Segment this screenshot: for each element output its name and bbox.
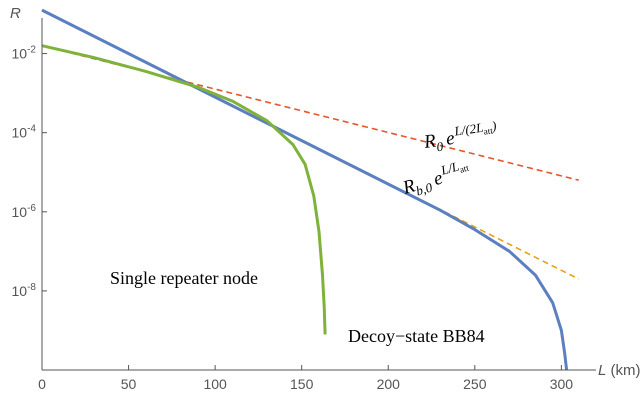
y-tick-label: 10-4 [12, 124, 37, 141]
series-layer [41, 8, 580, 371]
annotation-decoy-bb84: Decoy−state BB84 [348, 326, 485, 346]
x-ticks: 0 50 100 150 200 250 300 [38, 365, 573, 392]
formula-r0: R0eL/(2Latt) [421, 118, 499, 156]
svg-text:Rb,0eL/Latt: Rb,0eL/Latt [399, 156, 474, 202]
formula-r0-base: R [422, 130, 438, 153]
y-tick-base: 10 [12, 204, 28, 220]
formula-r0-sub: 0 [436, 138, 445, 154]
annotation-single-repeater: Single repeater node [110, 268, 258, 288]
y-tick-label: 10-2 [12, 45, 37, 62]
formula-r0-expsub: att [483, 125, 494, 136]
y-axis-title: R [10, 5, 21, 22]
x-axis-unit: (km) [606, 362, 640, 379]
formula-rb0: Rb,0eL/Latt [399, 156, 474, 202]
x-tick-label: 200 [377, 376, 401, 392]
y-tick-exponent: -6 [27, 203, 36, 214]
x-tick-label: 50 [121, 376, 137, 392]
formula-rb0-sub: b,0 [414, 179, 434, 198]
y-tick-base: 10 [12, 283, 28, 299]
svg-text:R0eL/(2Latt): R0eL/(2Latt) [421, 118, 499, 156]
y-tick-exponent: -8 [27, 282, 36, 293]
y-tick-base: 10 [12, 125, 28, 141]
y-tick-label: 10-8 [12, 282, 37, 299]
y-tick-base: 10 [12, 46, 28, 62]
formula-rb0-exp: L/L [438, 158, 460, 178]
x-tick-label: 0 [38, 376, 46, 392]
formula-r0-exp: L/(2L [452, 120, 484, 139]
formula-r0-close: ) [490, 118, 497, 134]
y-tick-label: 10-6 [12, 203, 37, 220]
x-tick-label: 150 [290, 376, 314, 392]
x-axis-variable: L [598, 362, 606, 379]
series-decoy-bb84 [41, 8, 569, 371]
series-single-repeater [41, 44, 327, 335]
x-tick-label: 100 [203, 376, 227, 392]
y-tick-exponent: -2 [27, 45, 36, 56]
formula-rb0-expsub: att [458, 163, 470, 175]
x-tick-label: 300 [550, 376, 574, 392]
y-ticks: 10-210-410-610-8 [12, 45, 47, 299]
formula-r0-e: e [445, 128, 456, 150]
x-tick-label: 250 [463, 376, 487, 392]
y-tick-exponent: -4 [27, 124, 36, 135]
x-axis-title: L (km) [598, 362, 641, 379]
formula-rb0-base: R [400, 175, 418, 199]
